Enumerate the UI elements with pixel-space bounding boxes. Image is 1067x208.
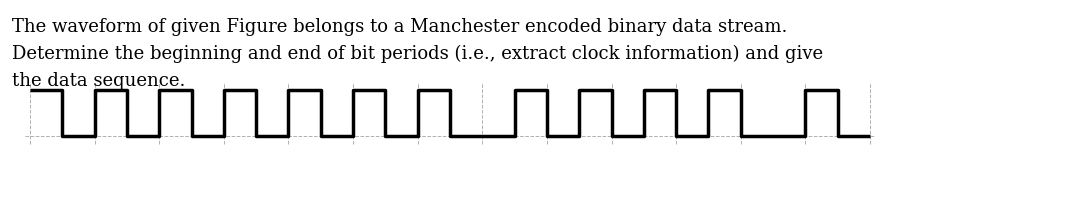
Text: The waveform of given Figure belongs to a Manchester encoded binary data stream.: The waveform of given Figure belongs to …: [12, 18, 787, 36]
Text: the data sequence.: the data sequence.: [12, 72, 186, 90]
Text: Determine the beginning and end of bit periods (i.e., extract clock information): Determine the beginning and end of bit p…: [12, 45, 823, 63]
